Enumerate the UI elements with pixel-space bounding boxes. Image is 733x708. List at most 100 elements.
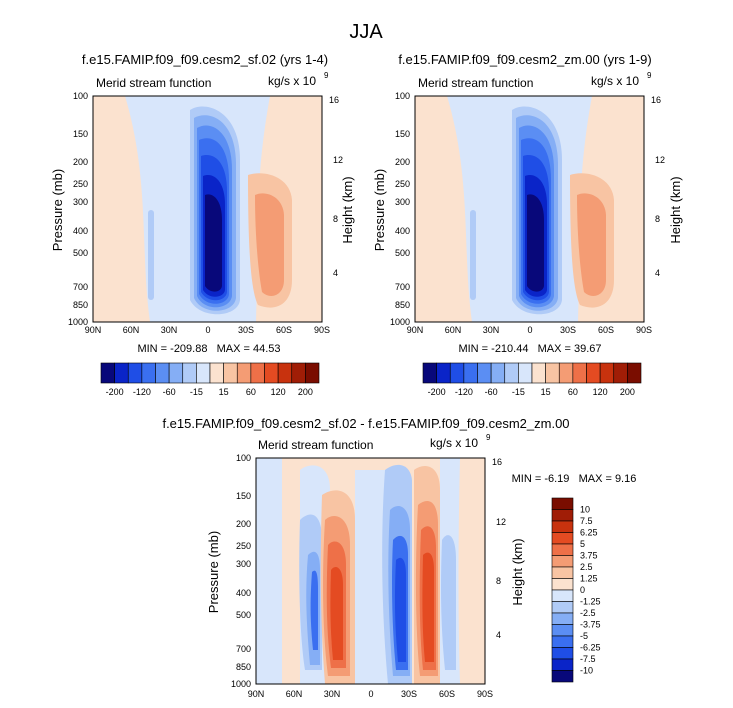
colorbar-label: -60 <box>163 387 176 397</box>
ytick: 850 <box>73 300 88 310</box>
ytick: 300 <box>395 197 410 207</box>
colorbar-swatch <box>551 612 574 625</box>
ytick: 150 <box>236 491 251 501</box>
ytick: 500 <box>395 248 410 258</box>
colorbar-label: -10 <box>580 666 593 676</box>
panel-1-yticks-right: 16 12 8 4 <box>329 95 343 278</box>
panel-1-ylabel: Pressure (mb) <box>50 169 65 251</box>
colorbar-swatch <box>490 362 506 384</box>
panel-3-xticks: 90N 60N 30N 0 30S 60S 90S <box>248 689 493 699</box>
ytick: 250 <box>73 179 88 189</box>
xtick: 0 <box>368 689 373 699</box>
panel-2: f.e15.FAMIP.f09_f09.cesm2_zm.00 (yrs 1-9… <box>372 52 683 355</box>
xtick: 60S <box>598 325 614 335</box>
panel-1-band-light-blue <box>125 96 175 322</box>
colorbar-swatch <box>305 362 320 384</box>
ytick: 700 <box>73 282 88 292</box>
colorbar-swatch <box>572 362 587 384</box>
colorbar-swatch <box>127 362 143 384</box>
ytick: 1000 <box>390 317 410 327</box>
panel-3-yticks: 100 150 200 250 300 400 500 700 850 1000 <box>231 453 251 689</box>
colorbar-swatch <box>586 362 601 384</box>
ytick-right: 8 <box>655 214 660 224</box>
ytick-right: 4 <box>655 268 660 278</box>
colorbar-swatch <box>155 362 170 384</box>
panel-3-stats: MIN = -6.19 MAX = 9.16 <box>512 473 637 485</box>
panel-1-xticks: 90N 60N 30N 0 30S 60S 90S <box>85 325 330 335</box>
colorbar-label: 1.25 <box>580 574 598 584</box>
ytick: 300 <box>73 197 88 207</box>
ytick: 700 <box>395 282 410 292</box>
panel-3-title: f.e15.FAMIP.f09_f09.cesm2_sf.02 - f.e15.… <box>162 416 569 431</box>
colorbar-difference: 107.5 6.255 3.752.5 1.250 -1.25-2.5 -3.75-5 -6… <box>551 497 601 683</box>
colorbar-panel-2: -200 -120 -60 -15 15 60 120 200 <box>422 362 642 397</box>
ytick-right: 4 <box>333 268 338 278</box>
colorbar-swatch <box>599 362 615 384</box>
colorbar-swatch <box>627 362 642 384</box>
xtick: 60N <box>445 325 462 335</box>
panel-2-plot-area <box>414 95 645 323</box>
ytick-right: 8 <box>333 214 338 224</box>
panel-2-ylabel: Pressure (mb) <box>372 169 387 251</box>
colorbar-swatch <box>477 362 492 384</box>
panel-2-title: f.e15.FAMIP.f09_f09.cesm2_zm.00 (yrs 1-9… <box>398 52 651 67</box>
colorbar-swatch <box>558 362 574 384</box>
xtick: 0 <box>205 325 210 335</box>
colorbar-swatch <box>545 362 560 384</box>
ytick-right: 16 <box>329 95 339 105</box>
xtick: 30S <box>238 325 254 335</box>
panel-1: f.e15.FAMIP.f09_f09.cesm2_sf.02 (yrs 1-4… <box>50 52 355 355</box>
xtick: 60S <box>439 689 455 699</box>
colorbar-label: -6.25 <box>580 643 601 653</box>
colorbar-swatch <box>196 362 211 384</box>
ytick-right: 12 <box>655 155 665 165</box>
ytick-right: 4 <box>496 630 501 640</box>
xtick: 90N <box>85 325 102 335</box>
colorbar-swatch <box>613 362 628 384</box>
ytick-right: 8 <box>496 576 501 586</box>
colorbar-swatch <box>551 555 574 568</box>
colorbar-swatch <box>449 362 465 384</box>
xtick: 60N <box>286 689 303 699</box>
colorbar-label: 0 <box>580 585 585 595</box>
panel-3-units-exponent: 9 <box>486 433 491 442</box>
ytick: 300 <box>236 559 251 569</box>
colorbar-label: 200 <box>298 387 313 397</box>
xtick: 60S <box>276 325 292 335</box>
panel-2-xticks: 90N 60N 30N 0 30S 60S 90S <box>407 325 652 335</box>
panel-3-field-label: Merid stream function <box>258 438 373 452</box>
xtick: 30N <box>324 689 341 699</box>
colorbar-label: 3.75 <box>580 551 598 561</box>
panel-2-units-exponent: 9 <box>647 71 652 80</box>
colorbar-swatch <box>551 624 574 637</box>
colorbar-swatch <box>551 601 574 614</box>
ytick: 400 <box>395 226 410 236</box>
ytick-right: 12 <box>496 517 506 527</box>
colorbar-swatch <box>551 578 574 591</box>
panel-1-yticks: 100 150 200 250 300 400 500 700 850 1000 <box>68 91 88 327</box>
colorbar-label: -120 <box>133 387 151 397</box>
ytick: 200 <box>395 157 410 167</box>
xtick: 30S <box>401 689 417 699</box>
colorbar-label: -200 <box>428 387 446 397</box>
colorbar-label: 120 <box>593 387 608 397</box>
colorbar-label: -7.5 <box>580 654 596 664</box>
panel-2-yticks: 100 150 200 250 300 400 500 700 850 1000 <box>390 91 410 327</box>
colorbar-swatch <box>551 670 574 683</box>
colorbar-label: 120 <box>271 387 286 397</box>
panel-3-min-cell <box>394 557 406 662</box>
colorbar-swatch <box>291 362 306 384</box>
ytick: 150 <box>395 129 410 139</box>
ytick: 400 <box>73 226 88 236</box>
ytick: 1000 <box>68 317 88 327</box>
xtick: 0 <box>527 325 532 335</box>
colorbar-label: 6.25 <box>580 528 598 538</box>
colorbar-swatch <box>531 362 546 384</box>
panel-3-yticks-right: 16 12 8 4 <box>492 457 506 640</box>
ytick: 100 <box>73 91 88 101</box>
xtick: 60N <box>123 325 140 335</box>
panel-3-ylabel: Pressure (mb) <box>206 531 221 613</box>
xtick: 30N <box>161 325 178 335</box>
colorbar-swatch <box>209 362 224 384</box>
